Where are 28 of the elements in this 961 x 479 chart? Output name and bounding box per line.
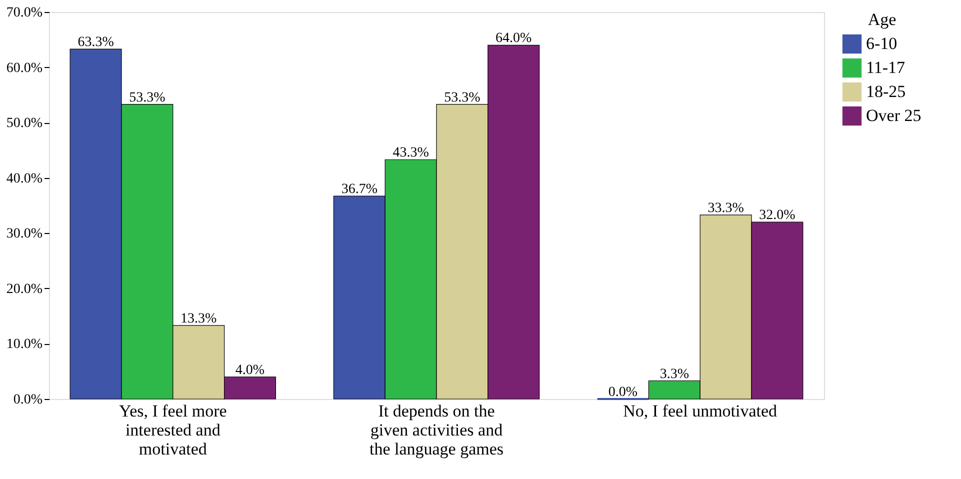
y-tick-label: 20.0% <box>6 282 43 297</box>
y-tick-label: 10.0% <box>6 337 43 352</box>
data-label: 63.3% <box>78 35 114 50</box>
data-label: 36.7% <box>341 182 378 198</box>
data-label: 53.3% <box>444 90 481 106</box>
legend-label: 6-10 <box>866 34 898 53</box>
data-label: 0.0% <box>608 385 638 400</box>
data-label: 33.3% <box>708 200 744 216</box>
data-label: 53.3% <box>129 90 166 106</box>
legend-label: 11-17 <box>866 58 906 77</box>
legend-label: Over 25 <box>866 106 922 125</box>
data-label: 4.0% <box>235 362 265 378</box>
y-tick-label: 40.0% <box>6 171 43 186</box>
data-label: 13.3% <box>180 311 218 326</box>
y-tick-label: 0.0% <box>13 392 43 408</box>
data-label: 3.3% <box>660 366 690 382</box>
data-label: 32.0% <box>759 208 796 224</box>
data-label: 43.3% <box>392 146 430 161</box>
y-tick-label: 50.0% <box>6 116 43 132</box>
data-label: 64.0% <box>496 31 532 46</box>
y-tick-label: 60.0% <box>6 60 43 76</box>
legend-title: Age <box>868 10 896 29</box>
x-tick-label: No, I feel unmotivated <box>623 402 778 420</box>
x-tick-label: Yes, I feel more interested and motivated <box>118 402 227 458</box>
x-tick-label: It depends on the given activities and the language games <box>369 402 504 458</box>
legend-label: 18-25 <box>866 82 906 101</box>
y-tick-label: 30.0% <box>6 226 43 242</box>
y-tick-label: 70.0% <box>6 6 43 20</box>
